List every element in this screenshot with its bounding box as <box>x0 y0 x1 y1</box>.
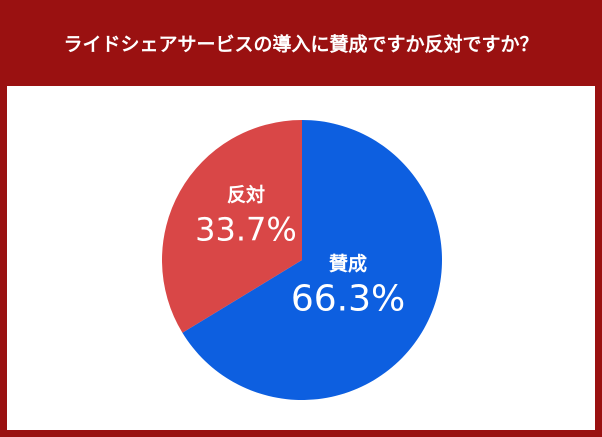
pie-slice <box>182 120 442 400</box>
chart-title: ライドシェアサービスの導入に賛成ですか反対ですか？ <box>63 33 538 56</box>
value-label: 33.7% <box>195 211 297 249</box>
pie-slice <box>162 120 302 333</box>
slice-label: 賛成 <box>329 252 367 275</box>
slice-label: 反対 <box>227 183 265 206</box>
value-label: 66.3% <box>291 278 405 319</box>
